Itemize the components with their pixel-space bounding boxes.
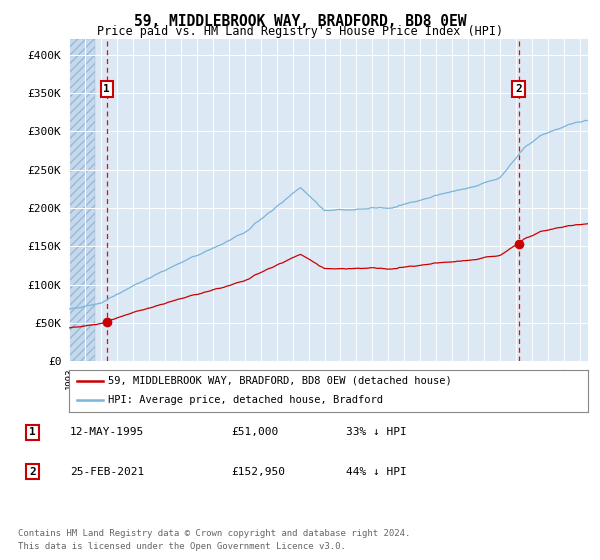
Text: 2: 2: [29, 466, 36, 477]
Text: 25-FEB-2021: 25-FEB-2021: [70, 466, 144, 477]
Text: Price paid vs. HM Land Registry's House Price Index (HPI): Price paid vs. HM Land Registry's House …: [97, 25, 503, 38]
Text: Contains HM Land Registry data © Crown copyright and database right 2024.: Contains HM Land Registry data © Crown c…: [18, 529, 410, 538]
Text: 44% ↓ HPI: 44% ↓ HPI: [346, 466, 407, 477]
Text: 1: 1: [103, 84, 110, 94]
Text: 1: 1: [29, 427, 36, 437]
Text: This data is licensed under the Open Government Licence v3.0.: This data is licensed under the Open Gov…: [18, 542, 346, 550]
Text: £51,000: £51,000: [231, 427, 278, 437]
Text: 33% ↓ HPI: 33% ↓ HPI: [346, 427, 407, 437]
Text: 12-MAY-1995: 12-MAY-1995: [70, 427, 144, 437]
Text: 59, MIDDLEBROOK WAY, BRADFORD, BD8 0EW: 59, MIDDLEBROOK WAY, BRADFORD, BD8 0EW: [134, 14, 466, 29]
Text: £152,950: £152,950: [231, 466, 285, 477]
Text: 2: 2: [515, 84, 522, 94]
Text: 59, MIDDLEBROOK WAY, BRADFORD, BD8 0EW (detached house): 59, MIDDLEBROOK WAY, BRADFORD, BD8 0EW (…: [108, 376, 452, 386]
Text: HPI: Average price, detached house, Bradford: HPI: Average price, detached house, Brad…: [108, 395, 383, 405]
